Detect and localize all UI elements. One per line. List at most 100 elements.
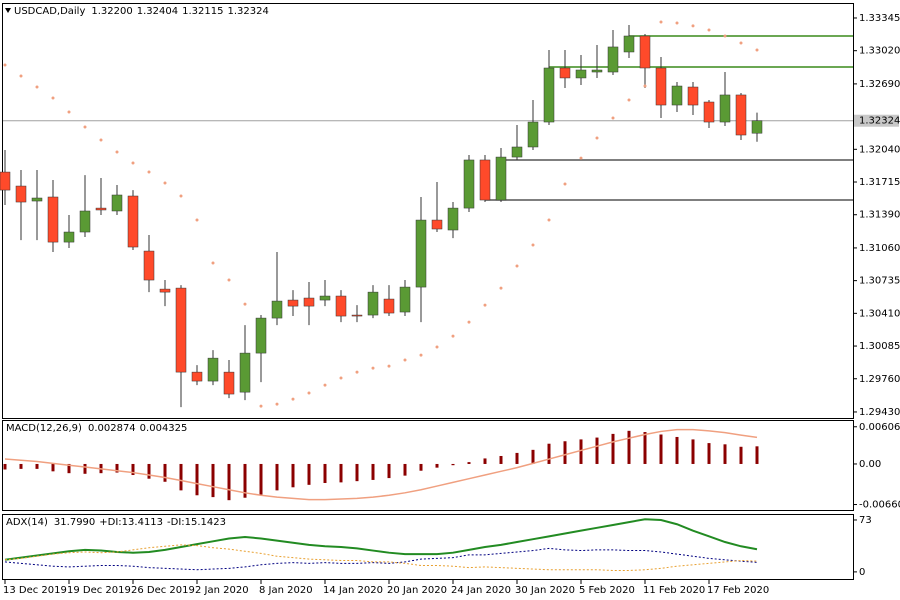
sar-dot bbox=[275, 402, 279, 406]
sar-dot bbox=[547, 218, 551, 222]
sar-dot bbox=[563, 182, 567, 186]
sar-dot bbox=[675, 21, 679, 25]
sar-dot bbox=[227, 278, 231, 282]
panel-title-value: +DI:13.4113 bbox=[99, 517, 163, 528]
candle-body bbox=[415, 219, 427, 288]
histogram-bar bbox=[691, 439, 695, 464]
sar-dot bbox=[483, 303, 487, 307]
current-price-label: 1.32324 bbox=[859, 116, 900, 127]
histogram-bar bbox=[51, 463, 55, 472]
histogram-bar bbox=[755, 446, 759, 464]
sar-dot bbox=[83, 125, 87, 129]
candle-body bbox=[303, 297, 315, 307]
histogram-bar bbox=[419, 463, 423, 471]
histogram-bar bbox=[35, 463, 39, 469]
x-tick-label: 19 Dec 2019 bbox=[67, 585, 131, 596]
sar-dot bbox=[403, 358, 407, 362]
sar-dot bbox=[115, 150, 119, 154]
candle-body bbox=[239, 352, 251, 393]
y-tick-label: 1.31390 bbox=[859, 210, 900, 221]
histogram-bar bbox=[19, 463, 23, 469]
histogram-bar bbox=[643, 432, 647, 464]
panel-title-value: 1.32324 bbox=[227, 6, 268, 17]
histogram-bar bbox=[259, 463, 263, 495]
candle-body bbox=[607, 46, 619, 73]
candle-body bbox=[431, 219, 443, 230]
histogram-bar bbox=[483, 458, 487, 464]
y-tick-label: 1.32040 bbox=[859, 144, 900, 155]
candle-body bbox=[15, 185, 27, 203]
histogram-bar bbox=[339, 463, 343, 483]
candle-body bbox=[575, 69, 587, 79]
y-tick-label: 1.31060 bbox=[859, 243, 900, 254]
candle-body bbox=[351, 314, 363, 317]
panel-title: USDCAD,Daily 1.32200 1.32404 1.32115 1.32324 bbox=[14, 6, 269, 17]
candle-body bbox=[463, 159, 475, 209]
panel-title-value: 1.32200 bbox=[91, 6, 132, 17]
sar-dot bbox=[579, 156, 583, 160]
candle-body bbox=[367, 291, 379, 316]
candle-body bbox=[207, 357, 219, 382]
sar-dot bbox=[195, 218, 199, 222]
histogram-bar bbox=[451, 463, 455, 466]
candle-body bbox=[511, 146, 523, 158]
y-tick-label: 1.33020 bbox=[859, 46, 900, 57]
sar-dot bbox=[739, 41, 743, 45]
sar-dot bbox=[451, 334, 455, 338]
sar-dot bbox=[691, 24, 695, 28]
sar-dot bbox=[531, 243, 535, 247]
histogram-bar bbox=[403, 463, 407, 476]
histogram-bar bbox=[227, 463, 231, 501]
sar-dot bbox=[19, 74, 23, 78]
macd-panel bbox=[2, 420, 854, 511]
sar-dot bbox=[147, 170, 151, 174]
sar-dot bbox=[659, 20, 663, 24]
sar-dot bbox=[643, 84, 647, 88]
histogram-bar bbox=[723, 444, 727, 464]
histogram-bar bbox=[195, 463, 199, 496]
x-tick-label: 13 Dec 2019 bbox=[3, 585, 67, 596]
candle-body bbox=[687, 86, 699, 106]
sar-dot bbox=[339, 376, 343, 380]
y-tick-label: -0.006609 bbox=[859, 500, 900, 511]
sar-dot bbox=[499, 286, 503, 290]
histogram-bar bbox=[627, 430, 631, 464]
candle-body bbox=[31, 197, 43, 202]
histogram-bar bbox=[547, 443, 551, 464]
panel-title-value: 31.7990 bbox=[54, 517, 95, 528]
histogram-bar bbox=[739, 446, 743, 464]
histogram-bar bbox=[467, 462, 471, 464]
candle-body bbox=[175, 287, 187, 373]
histogram-bar bbox=[291, 463, 295, 488]
candle-body bbox=[255, 317, 267, 354]
sar-dot bbox=[387, 364, 391, 368]
sar-dot bbox=[163, 181, 167, 185]
y-tick-label: 1.30085 bbox=[859, 341, 900, 352]
histogram-bar bbox=[211, 463, 215, 498]
x-tick-label: 26 Dec 2019 bbox=[131, 585, 195, 596]
y-tick-label: 0 bbox=[859, 567, 865, 578]
candle-body bbox=[543, 67, 555, 123]
sar-dot bbox=[179, 194, 183, 198]
x-tick-label: 2 Jan 2020 bbox=[195, 585, 249, 596]
sar-dot bbox=[99, 138, 103, 142]
y-tick-label: 1.29760 bbox=[859, 374, 900, 385]
histogram-bar bbox=[707, 443, 711, 464]
candle-body bbox=[623, 35, 635, 53]
sar-dot bbox=[723, 34, 727, 38]
sar-dot bbox=[595, 136, 599, 140]
histogram-bar bbox=[243, 463, 247, 498]
candle-body bbox=[95, 207, 107, 211]
histogram-bar bbox=[163, 463, 167, 482]
candle-body bbox=[655, 67, 667, 106]
sar-dot bbox=[707, 28, 711, 32]
sar-dot bbox=[307, 391, 311, 395]
sar-dot bbox=[627, 98, 631, 102]
sar-dot bbox=[323, 383, 327, 387]
histogram-bar bbox=[499, 455, 503, 464]
adx-panel bbox=[2, 514, 854, 580]
sar-dot bbox=[243, 302, 247, 306]
candle-body bbox=[527, 121, 539, 148]
